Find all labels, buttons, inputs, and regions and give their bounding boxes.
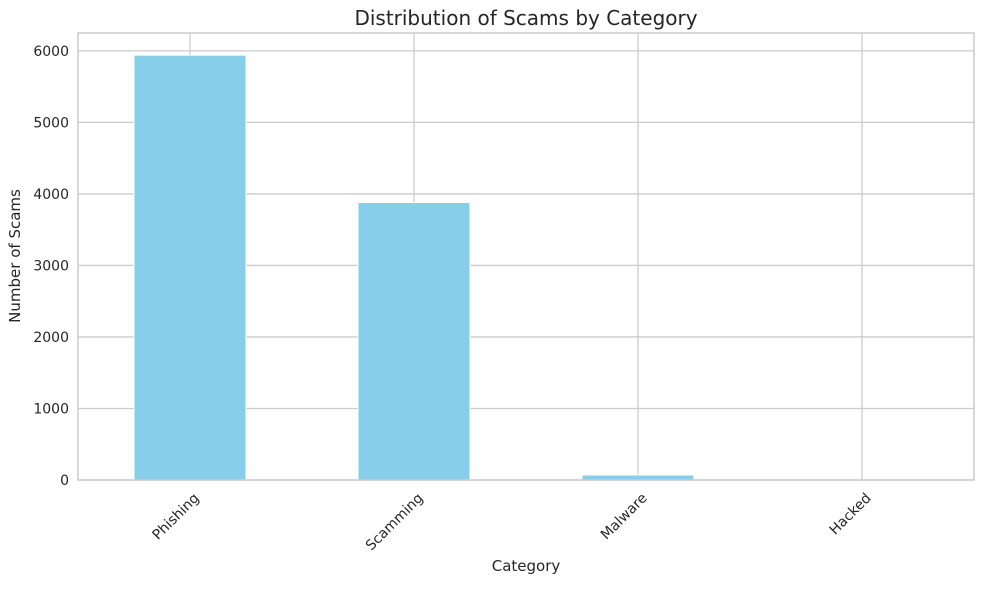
y-tick-label: 4000 [33, 187, 69, 203]
y-tick-label: 2000 [33, 330, 69, 346]
x-tick-label: Phishing [150, 490, 203, 543]
bar-malware [582, 475, 694, 480]
bars-layer [134, 55, 918, 480]
y-tick-label: 6000 [33, 44, 69, 60]
x-axis-label: Category [492, 557, 561, 575]
chart-title: Distribution of Scams by Category [354, 6, 697, 30]
y-axis-label: Number of Scams [6, 189, 24, 323]
x-tick-label: Scamming [363, 490, 427, 554]
y-tick-label: 0 [60, 473, 69, 489]
y-tick-labels: 0 1000 2000 3000 4000 5000 6000 [33, 44, 69, 489]
y-tick-label: 3000 [33, 258, 69, 274]
bar-scamming [358, 203, 470, 480]
x-tick-label: Hacked [827, 490, 875, 538]
bar-phishing [134, 55, 246, 480]
y-tick-label: 1000 [33, 401, 69, 417]
x-tick-label: Malware [598, 490, 651, 543]
y-tick-label: 5000 [33, 115, 69, 131]
x-tick-labels: Phishing Scamming Malware Hacked [150, 490, 875, 554]
